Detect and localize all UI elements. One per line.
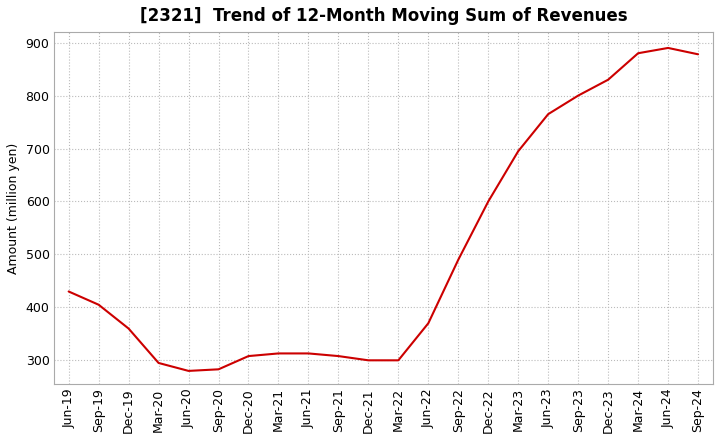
Y-axis label: Amount (million yen): Amount (million yen) bbox=[7, 143, 20, 274]
Title: [2321]  Trend of 12-Month Moving Sum of Revenues: [2321] Trend of 12-Month Moving Sum of R… bbox=[140, 7, 627, 25]
